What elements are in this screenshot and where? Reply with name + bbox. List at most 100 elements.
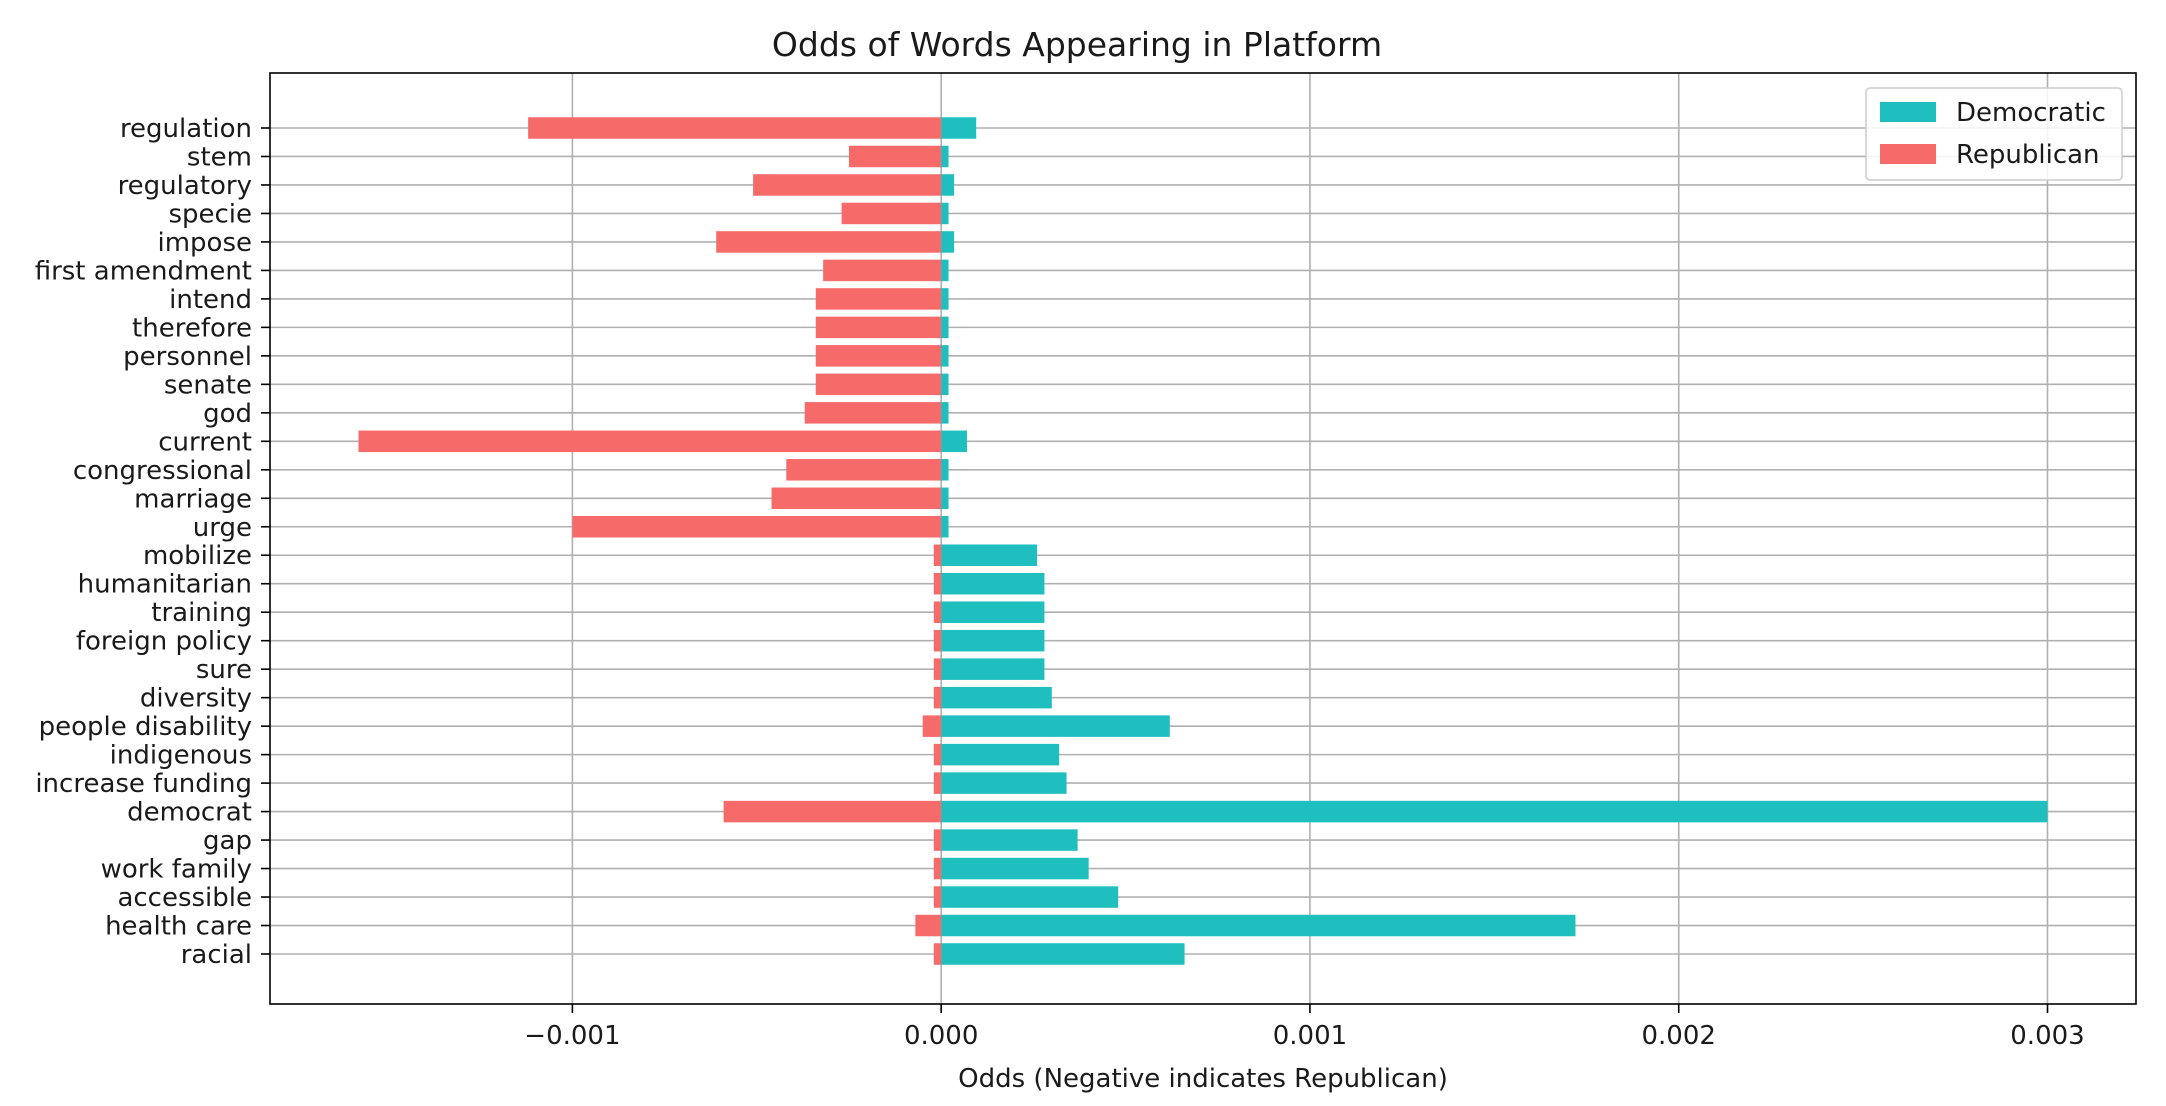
y-tick-label-personnel: personnel <box>123 342 252 372</box>
bar-republican-gap <box>933 829 942 851</box>
bar-democratic-therefore <box>941 316 949 339</box>
bar-republican-stem <box>848 145 942 168</box>
bar-republican-racial <box>933 943 942 965</box>
y-tick-label-people-disability: people disability <box>39 712 252 742</box>
bar-republican-work-family <box>933 857 942 880</box>
x-tick-label: 0.003 <box>2010 1021 2084 1051</box>
bar-democratic-regulatory <box>941 174 955 196</box>
bar-republican-humanitarian <box>933 572 942 595</box>
legend: Democratic Republican <box>1865 87 2123 181</box>
y-tick-label-mobilize: mobilize <box>143 541 252 571</box>
bar-republican-increase-funding <box>933 772 942 794</box>
bar-democratic-impose <box>941 231 955 253</box>
bar-republican-health-care <box>915 914 942 937</box>
bar-democratic-humanitarian <box>941 572 1045 595</box>
bar-republican-foreign-policy <box>933 629 942 652</box>
legend-label-democratic: Democratic <box>1956 98 2106 128</box>
bar-republican-sure <box>933 658 942 680</box>
legend-swatch-democratic <box>1880 102 1936 122</box>
bar-democratic-personnel <box>941 345 949 367</box>
y-tick-label-current: current <box>158 427 252 457</box>
bar-democratic-current <box>941 430 967 453</box>
y-tick-label-democrat: democrat <box>127 798 252 828</box>
x-tick-label: −0.001 <box>524 1021 620 1051</box>
bar-republican-impose <box>716 231 942 253</box>
bar-democratic-intend <box>941 288 949 310</box>
bar-democratic-indigenous <box>941 743 1060 766</box>
x-tick-label: 0.000 <box>904 1021 978 1051</box>
y-tick-label-increase-funding: increase funding <box>35 769 252 799</box>
y-tick-label-regulation: regulation <box>120 114 252 144</box>
bar-democratic-sure <box>941 658 1045 680</box>
bar-republican-first-amendment <box>823 259 942 282</box>
y-tick-labels: regulationstemregulatoryspecieimposefirs… <box>35 114 270 970</box>
bar-democratic-accessible <box>941 886 1119 908</box>
bar-republican-marriage <box>771 487 942 510</box>
chart-title: Odds of Words Appearing in Platform <box>772 25 1382 64</box>
bar-republican-regulatory <box>753 174 942 196</box>
y-tick-label-impose: impose <box>157 228 252 258</box>
x-tick-labels: −0.001 0.000 0.001 0.002 0.003 <box>524 1004 2085 1051</box>
bar-republican-current <box>358 430 942 453</box>
bar-democratic-democrat <box>941 800 2048 823</box>
x-axis-label: Odds (Negative indicates Republican) <box>958 1064 1448 1094</box>
bar-republican-god <box>804 402 942 424</box>
bar-democratic-stem <box>941 145 949 168</box>
legend-swatch-republican <box>1880 144 1936 164</box>
y-tick-label-stem: stem <box>187 142 252 172</box>
bar-democratic-people-disability <box>941 715 1170 737</box>
gridlines <box>270 73 2136 1004</box>
bar-republican-specie <box>841 202 942 225</box>
bar-democratic-foreign-policy <box>941 629 1045 652</box>
y-tick-label-urge: urge <box>193 513 252 543</box>
bar-republican-democrat <box>723 800 942 823</box>
x-tick-label: 0.002 <box>1642 1021 1716 1051</box>
y-tick-label-training: training <box>151 598 252 628</box>
legend-label-republican: Republican <box>1956 140 2100 170</box>
bar-democratic-work-family <box>941 857 1089 880</box>
y-tick-label-god: god <box>203 399 252 429</box>
bar-republican-indigenous <box>933 743 942 766</box>
bar-democratic-god <box>941 402 949 424</box>
bar-republican-intend <box>815 288 942 310</box>
bar-democratic-health-care <box>941 914 1576 937</box>
bar-democratic-diversity <box>941 686 1052 709</box>
y-tick-label-marriage: marriage <box>134 484 252 514</box>
bar-republican-training <box>933 601 942 623</box>
bar-democratic-mobilize <box>941 544 1038 566</box>
y-tick-label-indigenous: indigenous <box>110 741 252 771</box>
bar-republican-accessible <box>933 886 942 908</box>
y-tick-label-congressional: congressional <box>73 456 252 486</box>
bar-democratic-racial <box>941 943 1185 965</box>
y-tick-label-intend: intend <box>169 285 252 315</box>
x-tick-label: 0.001 <box>1273 1021 1347 1051</box>
bar-republican-diversity <box>933 686 942 709</box>
bar-democratic-marriage <box>941 487 949 510</box>
y-tick-label-regulatory: regulatory <box>118 171 252 201</box>
bar-democratic-congressional <box>941 459 949 481</box>
y-tick-label-health-care: health care <box>105 912 252 942</box>
y-tick-label-work-family: work family <box>101 855 252 885</box>
y-tick-label-accessible: accessible <box>117 883 252 913</box>
bar-republican-urge <box>572 516 942 538</box>
y-tick-label-specie: specie <box>168 199 252 229</box>
plot-area <box>269 72 2137 1005</box>
bar-republican-regulation <box>528 117 942 139</box>
bar-republican-senate <box>815 373 942 396</box>
y-tick-label-therefore: therefore <box>132 313 252 343</box>
y-tick-label-first-amendment: first amendment <box>35 256 252 286</box>
y-tick-label-gap: gap <box>203 826 252 856</box>
bar-republican-therefore <box>815 316 942 339</box>
bar-republican-personnel <box>815 345 942 367</box>
bar-republican-congressional <box>786 459 942 481</box>
y-tick-label-sure: sure <box>196 655 252 685</box>
y-tick-label-humanitarian: humanitarian <box>78 570 252 600</box>
bar-democratic-first-amendment <box>941 259 949 282</box>
bar-democratic-specie <box>941 202 949 225</box>
bar-democratic-increase-funding <box>941 772 1067 794</box>
bar-democratic-urge <box>941 516 949 538</box>
bar-democratic-training <box>941 601 1045 623</box>
bar-republican-people-disability <box>922 715 942 737</box>
bar-democratic-gap <box>941 829 1078 851</box>
